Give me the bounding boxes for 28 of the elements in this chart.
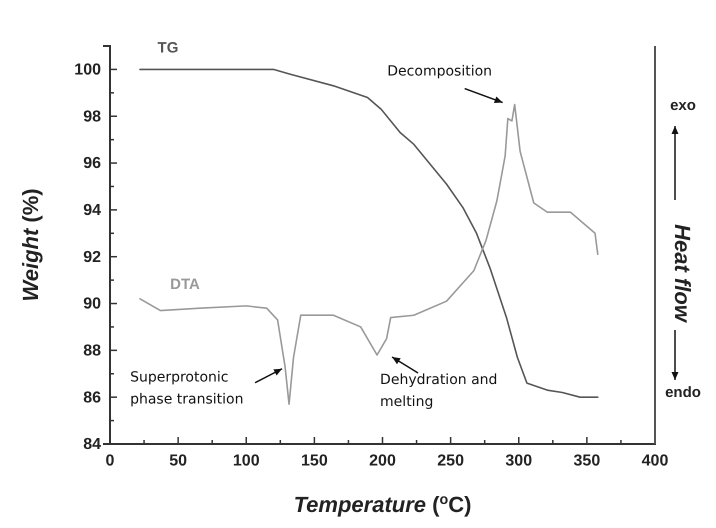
y-axis-title: Weight (%): [18, 188, 43, 302]
x-tick-label: 100: [232, 452, 260, 470]
x-tick-label: 250: [437, 452, 464, 470]
x-tick-label: 200: [369, 452, 396, 470]
x-tick-label: 350: [574, 452, 600, 470]
x-tick-label: 400: [642, 452, 668, 470]
text: exo: [670, 97, 696, 114]
x-axis-title: Temperature ($^{o}$C): [294, 492, 472, 517]
annotation: Superprotonic phase transition: [130, 370, 244, 408]
y-tick-label: 88: [83, 342, 102, 360]
y-tick-label: 100: [74, 62, 102, 79]
y-tick-label: 86: [83, 389, 102, 406]
y-tick-label: 96: [83, 155, 102, 172]
y-tick-label: 90: [83, 296, 102, 313]
series-label: DTA: [170, 276, 200, 293]
x-tick-label: 150: [301, 452, 328, 470]
y-tick-label: 92: [83, 248, 102, 266]
annotation: Dehydration and melting: [380, 372, 498, 410]
y-tick-label: 94: [83, 202, 102, 219]
annotation: Decomposition: [387, 64, 492, 80]
text: endo: [665, 384, 701, 401]
x-tick-label: 300: [505, 452, 532, 470]
y-tick-label: 84: [83, 436, 102, 454]
y2-axis-title: Heat flow: [670, 224, 695, 324]
x-tick-label: 50: [169, 452, 188, 470]
x-tick-label: 0: [106, 452, 115, 470]
series-label: TG: [158, 39, 178, 56]
y-tick-label: 98: [83, 108, 102, 126]
